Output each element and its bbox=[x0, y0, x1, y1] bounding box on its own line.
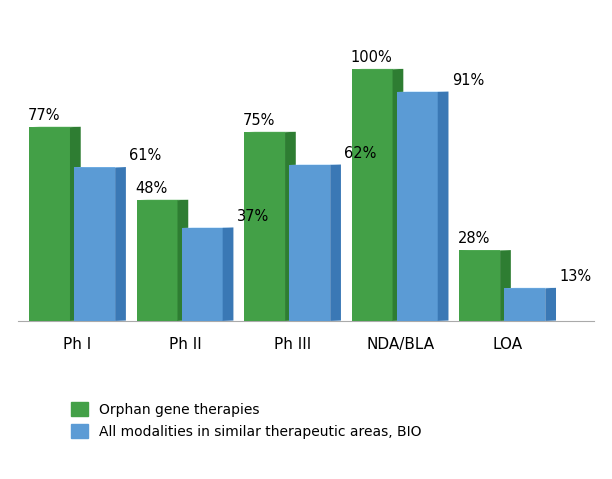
Bar bbox=[29, 127, 70, 321]
Text: 100%: 100% bbox=[351, 50, 392, 65]
Bar bbox=[244, 132, 285, 321]
Bar bbox=[504, 288, 545, 321]
Bar bbox=[289, 165, 330, 321]
Polygon shape bbox=[392, 69, 403, 321]
Polygon shape bbox=[115, 167, 126, 321]
Polygon shape bbox=[177, 200, 188, 321]
Bar bbox=[136, 200, 177, 321]
Bar bbox=[459, 251, 500, 321]
Polygon shape bbox=[70, 127, 81, 321]
Legend: Orphan gene therapies, All modalities in similar therapeutic areas, BIO: Orphan gene therapies, All modalities in… bbox=[72, 402, 422, 439]
Text: 77%: 77% bbox=[28, 108, 61, 123]
Text: 13%: 13% bbox=[559, 269, 591, 284]
Polygon shape bbox=[438, 91, 449, 321]
Polygon shape bbox=[545, 288, 556, 321]
Text: 75%: 75% bbox=[243, 113, 275, 128]
Bar bbox=[352, 69, 392, 321]
Text: 48%: 48% bbox=[136, 181, 168, 196]
Bar bbox=[397, 92, 438, 321]
Bar bbox=[182, 228, 223, 321]
Polygon shape bbox=[223, 228, 233, 321]
Polygon shape bbox=[285, 132, 296, 321]
Polygon shape bbox=[500, 250, 511, 321]
Text: 62%: 62% bbox=[344, 146, 376, 161]
Text: 37%: 37% bbox=[237, 209, 269, 224]
Text: 61%: 61% bbox=[129, 148, 162, 163]
Text: 91%: 91% bbox=[452, 73, 484, 88]
Text: 28%: 28% bbox=[458, 231, 491, 246]
Polygon shape bbox=[330, 164, 341, 321]
Bar bbox=[74, 167, 115, 321]
